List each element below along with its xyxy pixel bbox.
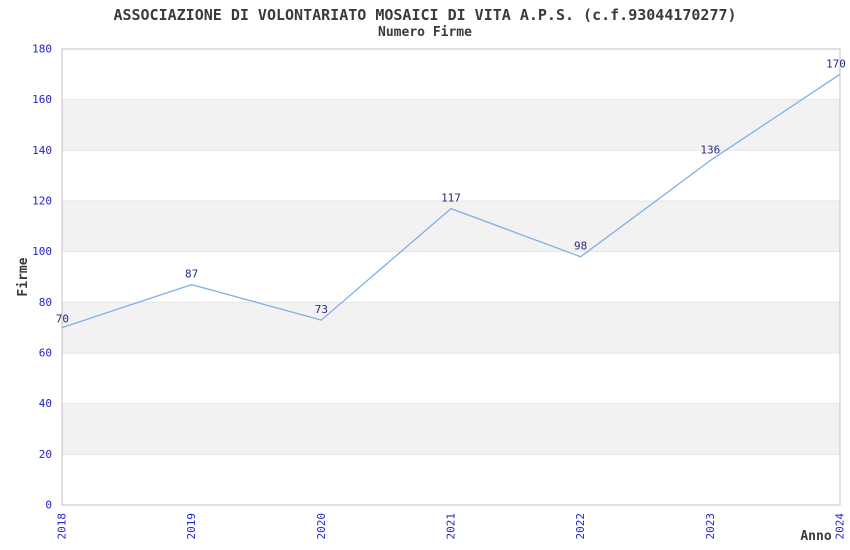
x-axis-title: Anno [800, 529, 831, 544]
chart-title: ASSOCIAZIONE DI VOLONTARIATO MOSAICI DI … [113, 6, 737, 24]
plot-frame [61, 48, 841, 506]
x-axis-tick-label: 2024 [834, 513, 847, 540]
y-axis-tick-label: 40 [39, 397, 52, 410]
y-axis-tick-label: 180 [32, 43, 52, 56]
data-point-label: 87 [185, 268, 198, 281]
data-point-label: 98 [574, 240, 587, 253]
series-line [61, 73, 841, 329]
y-axis-tick-label: 140 [32, 144, 52, 157]
y-axis-tick-label: 0 [45, 499, 52, 512]
plot-band [62, 302, 840, 353]
x-axis-tick-label: 2023 [704, 513, 717, 540]
x-axis-tick-label: 2019 [185, 513, 198, 540]
data-point-label: 73 [315, 303, 328, 316]
x-axis-tick-label: 2018 [56, 513, 69, 540]
y-axis-tick-label: 100 [32, 245, 52, 258]
x-axis-tick-label: 2021 [445, 513, 458, 540]
data-point-label: 70 [56, 313, 69, 326]
y-axis-title: Firme [16, 257, 31, 296]
y-axis-tick-label: 20 [39, 448, 52, 461]
data-point-label: 117 [441, 192, 461, 205]
plot-band [62, 403, 840, 455]
y-axis-tick-label: 120 [32, 195, 52, 208]
data-point-label: 136 [700, 143, 720, 156]
x-axis-tick-label: 2020 [315, 513, 328, 540]
y-axis-tick-label: 60 [39, 347, 52, 360]
data-point-label: 170 [826, 57, 846, 70]
plot-band [62, 99, 840, 151]
x-axis-tick-label: 2022 [574, 513, 587, 540]
y-axis-tick-label: 80 [39, 296, 52, 309]
y-axis-tick-label: 160 [32, 93, 52, 106]
chart-subtitle: Numero Firme [378, 25, 472, 40]
